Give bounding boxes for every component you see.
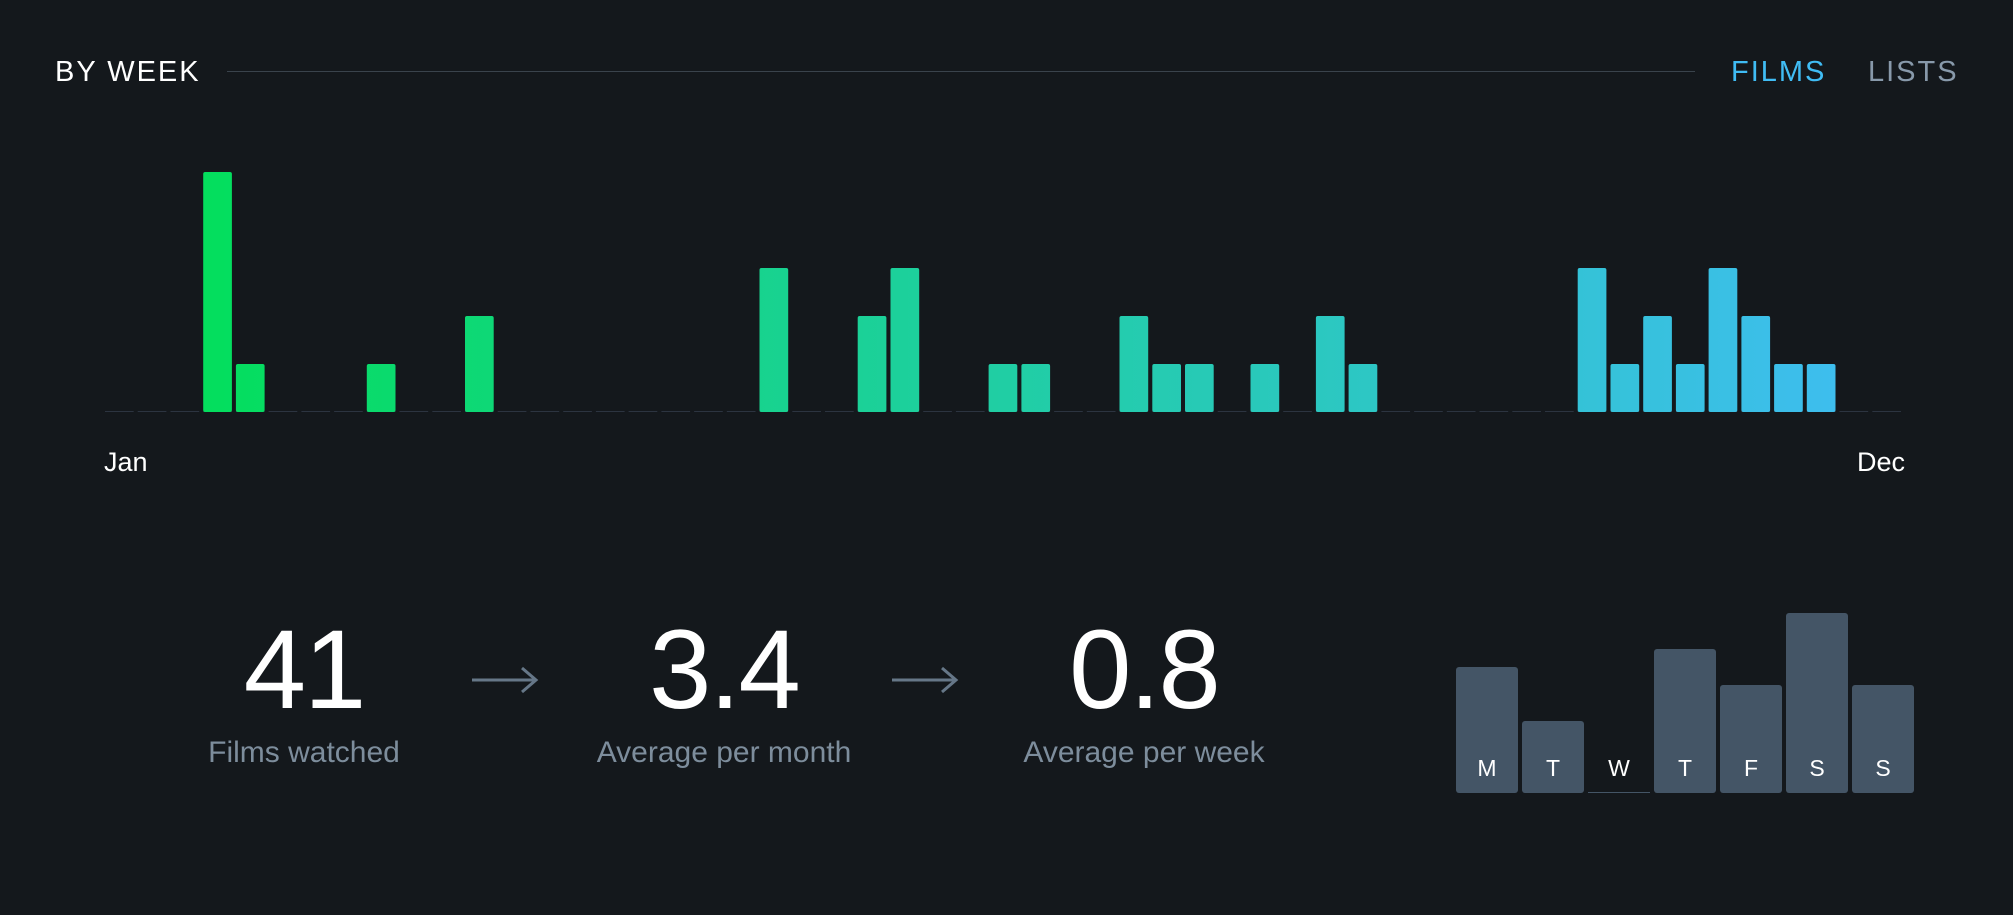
header-divider (227, 71, 1695, 72)
stat-average-per-month: 3.4 Average per month (544, 610, 904, 770)
week-bar[interactable] (857, 316, 887, 412)
week-baseline-tick (628, 411, 658, 412)
arrow-right-icon (892, 666, 959, 694)
week-baseline-tick (268, 411, 298, 412)
week-baseline-tick (432, 411, 461, 412)
week-bar[interactable] (235, 364, 265, 412)
week-baseline-tick (399, 411, 429, 412)
week-bar[interactable] (1774, 364, 1803, 412)
day-bar[interactable] (1654, 649, 1716, 793)
arrow-right-icon (472, 666, 539, 694)
week-baseline-tick (1381, 411, 1411, 412)
week-baseline-tick (334, 411, 363, 412)
day-label: W (1608, 755, 1630, 781)
week-baseline-tick (661, 411, 691, 412)
week-baseline-tick (301, 411, 331, 412)
weekly-films-chart: Jan Dec (104, 172, 1905, 477)
week-bar[interactable] (1021, 364, 1051, 412)
section-title: BY WEEK (55, 56, 201, 88)
week-bar[interactable] (1185, 364, 1214, 412)
week-baseline-tick (1446, 411, 1476, 412)
week-bar[interactable] (890, 268, 920, 412)
week-baseline-tick (1512, 411, 1541, 412)
week-baseline-tick (1839, 411, 1869, 412)
x-label-end: Dec (1857, 447, 1905, 477)
week-baseline-tick (792, 411, 821, 412)
week-bar[interactable] (203, 172, 232, 412)
stat-value: 3.4 (649, 607, 801, 732)
x-label-start: Jan (104, 447, 148, 477)
week-bar[interactable] (1348, 364, 1378, 412)
week-baseline-tick (1086, 411, 1116, 412)
week-baseline-tick (1414, 411, 1443, 412)
day-label: M (1477, 755, 1496, 781)
week-bar[interactable] (1119, 316, 1149, 412)
stat-label: Average per week (1023, 736, 1265, 769)
week-baseline-tick (1872, 411, 1901, 412)
stat-value: 0.8 (1069, 607, 1221, 732)
week-bar[interactable] (465, 316, 494, 412)
day-label: F (1744, 755, 1758, 781)
week-bar[interactable] (1708, 268, 1738, 412)
stats-header: BY WEEK FILMS LISTS (0, 0, 2013, 150)
day-baseline (1588, 792, 1650, 793)
week-baseline-tick (1545, 411, 1574, 412)
day-bar[interactable] (1456, 667, 1518, 793)
day-label: S (1809, 755, 1824, 781)
week-bar[interactable] (988, 364, 1018, 412)
week-bar[interactable] (759, 268, 789, 412)
week-baseline-tick (726, 411, 756, 412)
week-bar[interactable] (1152, 364, 1181, 412)
tab-films[interactable]: FILMS (1731, 56, 1827, 88)
day-bar[interactable] (1522, 721, 1584, 793)
week-bar[interactable] (1250, 364, 1280, 412)
week-baseline-tick (105, 411, 134, 412)
week-baseline-tick (825, 411, 854, 412)
week-baseline-tick (1479, 411, 1509, 412)
week-bar[interactable] (1675, 364, 1705, 412)
week-baseline-tick (955, 411, 985, 412)
week-bar[interactable] (1806, 364, 1836, 412)
week-baseline-tick (530, 411, 560, 412)
week-baseline-tick (694, 411, 723, 412)
week-baseline-tick (497, 411, 527, 412)
stat-films-watched: 41 Films watched (124, 610, 484, 770)
week-bar[interactable] (366, 364, 396, 412)
day-label: T (1546, 755, 1560, 781)
stat-label: Average per month (596, 736, 852, 769)
week-bar[interactable] (1315, 316, 1345, 412)
stat-average-per-week: 0.8 Average per week (964, 610, 1324, 770)
week-baseline-tick (595, 411, 625, 412)
day-bar[interactable] (1852, 685, 1914, 793)
tab-lists[interactable]: LISTS (1868, 56, 1959, 88)
day-bar[interactable] (1786, 613, 1848, 793)
day-label: T (1678, 755, 1692, 781)
week-baseline-tick (563, 411, 592, 412)
day-bar[interactable] (1720, 685, 1782, 793)
week-bar[interactable] (1741, 316, 1771, 412)
stat-label: Films watched (208, 736, 400, 769)
day-label: S (1875, 755, 1890, 781)
week-bar[interactable] (1610, 364, 1640, 412)
week-baseline-tick (1054, 411, 1083, 412)
week-baseline-tick (1283, 411, 1312, 412)
week-bars (105, 172, 1901, 412)
week-bar[interactable] (1577, 268, 1607, 412)
week-baseline-tick (923, 411, 952, 412)
week-baseline-tick (1217, 411, 1247, 412)
week-bar[interactable] (1643, 316, 1672, 412)
week-baseline-tick (170, 411, 200, 412)
stat-value: 41 (243, 607, 367, 732)
week-baseline-tick (137, 411, 167, 412)
